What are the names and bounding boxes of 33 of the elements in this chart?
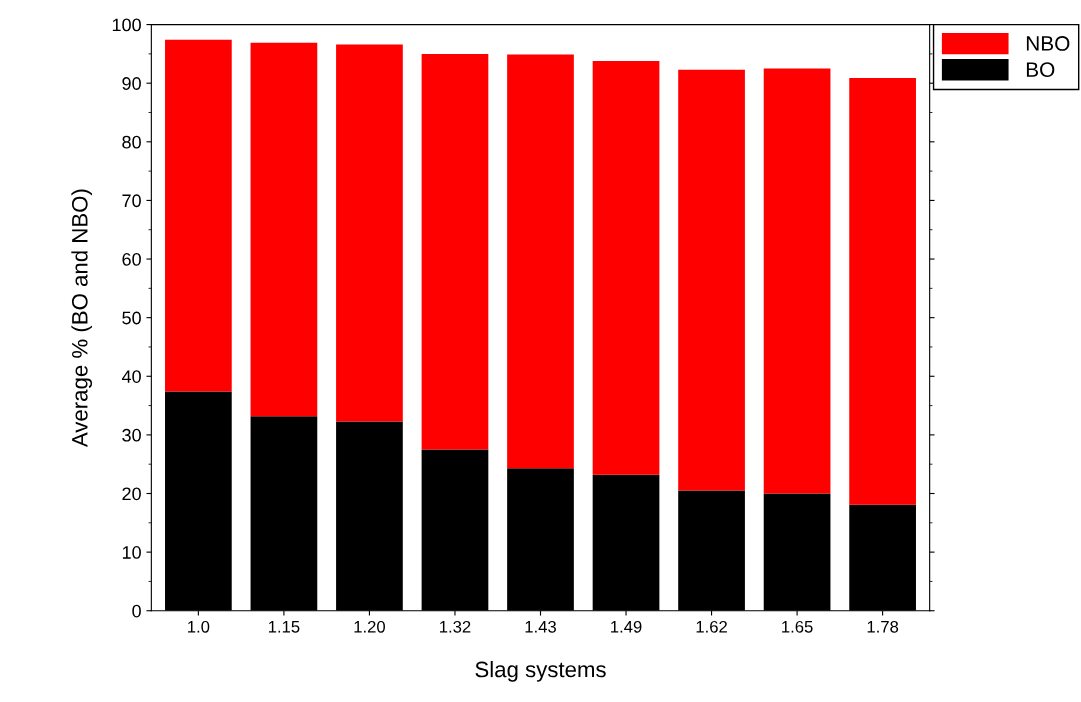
y-tick-label: 60 bbox=[122, 252, 141, 266]
bar bbox=[507, 54, 574, 469]
y-tick-label: 80 bbox=[122, 135, 141, 149]
y-tick-label: 30 bbox=[122, 428, 141, 442]
bar bbox=[592, 60, 660, 475]
bar bbox=[849, 77, 916, 505]
y-tick-label: 50 bbox=[122, 311, 141, 325]
legend-label: BO bbox=[1026, 62, 1055, 78]
legend-label: NBO bbox=[1026, 36, 1070, 51]
x-tick-label: 1.65 bbox=[782, 620, 813, 633]
bar bbox=[678, 69, 745, 491]
x-tick-label: 1.49 bbox=[611, 620, 642, 633]
y-tick-label: 70 bbox=[122, 194, 141, 208]
bar bbox=[336, 44, 403, 422]
y-tick-label: 40 bbox=[121, 370, 141, 383]
x-tick-label: 1.32 bbox=[440, 620, 471, 633]
bar bbox=[165, 39, 232, 392]
y-tick-label: 10 bbox=[122, 546, 141, 559]
y-tick-label: 20 bbox=[122, 487, 141, 501]
x-tick-label: 1.0 bbox=[188, 620, 210, 633]
x-tick-label: 1.15 bbox=[268, 621, 300, 633]
bar bbox=[250, 42, 318, 417]
y-tick-label: 0 bbox=[132, 604, 141, 618]
bar bbox=[421, 53, 489, 450]
x-tick-label: 1.20 bbox=[354, 620, 386, 633]
y-tick-label: 100 bbox=[112, 18, 141, 32]
x-tick-label: 1.43 bbox=[525, 620, 556, 633]
x-tick-label: 1.62 bbox=[696, 620, 727, 633]
x-tick-label: 1.78 bbox=[867, 620, 899, 633]
y-tick-label: 90 bbox=[122, 77, 141, 90]
y-axis-title: Average % (BO and NBO) bbox=[71, 189, 93, 448]
bar bbox=[763, 68, 831, 494]
x-axis-title: Slag systems bbox=[475, 661, 606, 682]
